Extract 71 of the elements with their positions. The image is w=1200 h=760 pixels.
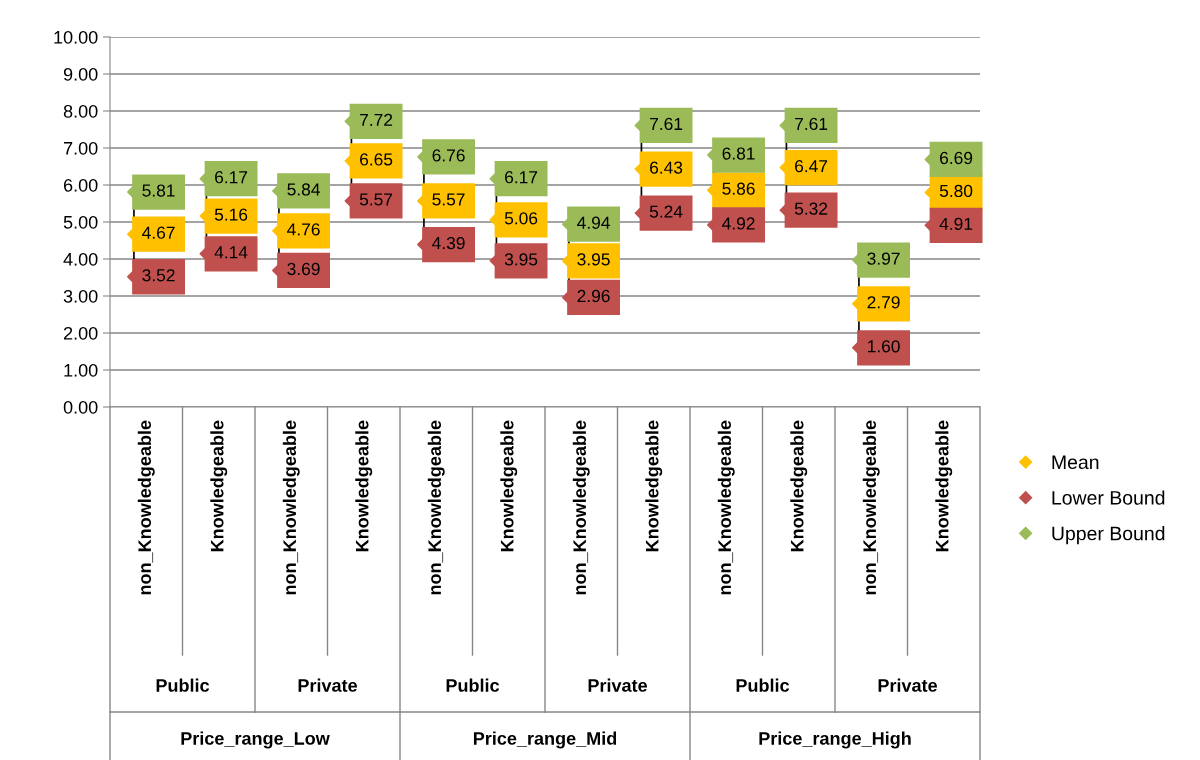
x-tick-label: Knowledgeable bbox=[645, 420, 663, 552]
text: Public bbox=[736, 678, 790, 692]
x-tick-label: non_Knowledgeable bbox=[572, 420, 590, 595]
x-tick-label: Knowledgeable bbox=[210, 420, 228, 552]
y-tick-label: 1.00 bbox=[64, 363, 98, 377]
data-label: 4.14 bbox=[214, 246, 248, 259]
data-label: 5.57 bbox=[359, 193, 393, 206]
legend-label: Upper Bound bbox=[1052, 526, 1165, 545]
data-label: 5.24 bbox=[649, 205, 683, 218]
data-label: 5.06 bbox=[504, 212, 538, 225]
x-tick-label: Knowledgeable bbox=[500, 420, 518, 552]
data-label: 7.72 bbox=[360, 113, 393, 126]
data-label: 3.95 bbox=[504, 253, 538, 266]
data-label: 6.65 bbox=[360, 153, 393, 166]
y-tick-label: 6.00 bbox=[63, 178, 98, 192]
data-label: 5.57 bbox=[432, 193, 465, 206]
data-label: 3.52 bbox=[142, 269, 175, 282]
x-tick-label: non_Knowledgeable bbox=[427, 420, 445, 595]
text: Private bbox=[878, 678, 937, 692]
data-label: 5.32 bbox=[794, 202, 828, 215]
data-label: 6.17 bbox=[505, 171, 538, 184]
legend-label: Mean bbox=[1052, 455, 1099, 470]
data-label: 6.76 bbox=[432, 149, 465, 162]
legend-label: Lower Bound bbox=[1052, 490, 1165, 505]
y-tick-label: 9.00 bbox=[63, 67, 98, 81]
x-tick-label: Knowledgeable bbox=[355, 420, 373, 552]
x-tick-label: non_Knowledgeable bbox=[862, 420, 880, 595]
y-tick-label: 10.00 bbox=[54, 30, 98, 44]
x-tick-label: Knowledgeable bbox=[790, 420, 808, 552]
y-tick-label: 4.00 bbox=[63, 252, 98, 266]
data-label: 2.96 bbox=[577, 289, 610, 303]
data-label: 4.91 bbox=[939, 217, 973, 230]
data-label: 3.95 bbox=[577, 253, 610, 266]
data-label: 4.92 bbox=[722, 217, 755, 230]
data-label: 4.39 bbox=[432, 236, 465, 250]
data-label: 5.84 bbox=[287, 183, 320, 196]
y-tick-label: 0.00 bbox=[63, 400, 98, 414]
data-label: 7.61 bbox=[795, 117, 828, 131]
text: Price_range_High bbox=[759, 731, 911, 749]
text: Public bbox=[156, 678, 210, 692]
text: Private bbox=[588, 678, 647, 692]
x-tick-label: non_Knowledgeable bbox=[282, 420, 300, 595]
data-label: 6.47 bbox=[795, 159, 828, 173]
x-tick-label: Knowledgeable bbox=[935, 420, 953, 552]
y-tick-label: 7.00 bbox=[63, 141, 98, 155]
data-label: 4.94 bbox=[577, 216, 610, 229]
data-label: 7.61 bbox=[650, 117, 683, 131]
data-label: 4.67 bbox=[142, 226, 175, 239]
data-label: 3.97 bbox=[867, 252, 900, 265]
text: Private bbox=[298, 678, 357, 692]
data-label: 1.60 bbox=[868, 340, 900, 353]
x-tick-label: non_Knowledgeable bbox=[137, 420, 155, 595]
text: Price_range_Low bbox=[181, 731, 330, 749]
data-label: 5.81 bbox=[142, 184, 175, 197]
data-label: 6.69 bbox=[940, 151, 973, 165]
x-tick-label: non_Knowledgeable bbox=[717, 420, 735, 595]
y-tick-label: 5.00 bbox=[63, 215, 98, 229]
data-label: 5.86 bbox=[722, 182, 755, 195]
text: Price_range_Mid bbox=[473, 731, 617, 749]
data-label: 6.81 bbox=[722, 147, 755, 160]
data-label: 5.16 bbox=[214, 208, 248, 221]
y-tick-label: 8.00 bbox=[63, 104, 98, 118]
y-tick-label: 2.00 bbox=[63, 326, 98, 340]
data-label: 4.76 bbox=[287, 223, 320, 236]
data-label: 6.43 bbox=[650, 161, 683, 174]
data-label: 3.69 bbox=[287, 262, 320, 276]
y-tick-label: 3.00 bbox=[63, 289, 98, 303]
data-label: 6.17 bbox=[215, 171, 248, 184]
data-label: 5.80 bbox=[939, 184, 973, 198]
data-label: 2.79 bbox=[867, 296, 900, 309]
text: Public bbox=[446, 678, 500, 692]
